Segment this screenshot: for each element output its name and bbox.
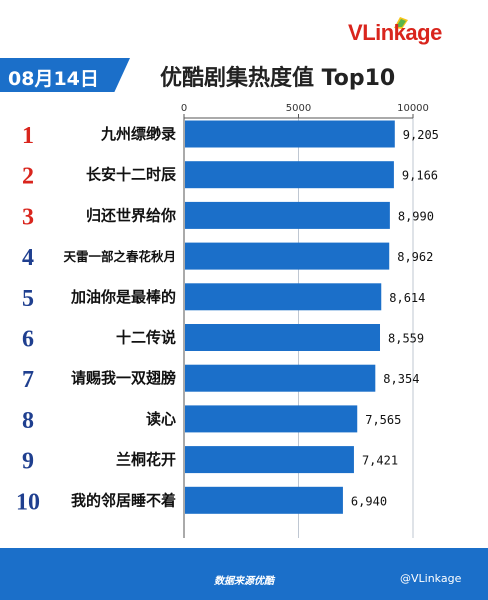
category-label: 读心 [146,410,176,428]
weibo-watermark: @VLinkage [400,572,462,585]
date-badge [0,58,130,92]
bar [185,446,354,474]
bar [185,161,394,189]
logo-rest: Linkage [362,20,442,45]
bar [185,405,358,433]
footer-bar [0,548,488,600]
category-label: 请赐我一双翅膀 [71,369,176,387]
bar [185,364,376,392]
x-tick-label: 5000 [286,103,311,114]
category-label: 我的邻居睡不着 [71,491,176,509]
data-source: 数据来源优酷 [214,576,274,587]
value-label: 9,205 [403,128,439,142]
chart-title: 优酷剧集热度值 Top10 [160,66,396,91]
bar-chart: 0 5000 10000 1 九州缥缈录 9,205 2 长安十二时辰 9,166 3 归还世界给你… [16,103,439,538]
category-label: 归还世界给你 [86,206,176,224]
value-label: 9,166 [402,169,438,183]
logo-v: V [348,20,363,45]
logo-text: VLinkage [348,20,442,46]
category-label: 加油你是最棒的 [70,288,176,306]
value-label: 8,559 [388,332,424,346]
rank-number: 3 [22,204,34,230]
bar [185,486,343,514]
value-label: 7,565 [365,413,401,427]
rank-number: 4 [22,245,34,271]
value-label: 7,421 [362,454,398,468]
vlinkage-logo: VLinkage [348,16,478,50]
rank-number: 5 [22,286,34,312]
bar [185,120,395,148]
rank-number: 2 [22,164,34,190]
bar [185,201,390,229]
category-label: 天雷一部之春花秋月 [63,249,176,264]
rank-number: 10 [16,489,40,515]
x-tick-label: 10000 [397,103,429,114]
value-label: 8,990 [398,209,434,223]
category-label: 兰桐花开 [116,451,176,469]
rank-number: 9 [22,449,34,475]
rank-number: 7 [22,367,34,393]
logo-mark-icon [394,17,408,29]
rank-number: 8 [22,408,34,434]
value-label: 8,962 [397,250,433,264]
bar [185,242,390,270]
date-label: 08月14日 [8,68,99,90]
value-label: 8,354 [383,372,419,386]
category-label: 十二传说 [116,329,176,347]
bar [185,324,381,351]
bar [185,283,382,311]
rank-number: 1 [22,123,34,149]
rank-number: 6 [22,327,34,353]
value-label: 8,614 [389,291,425,305]
x-tick-label: 0 [181,103,187,114]
value-label: 6,940 [351,494,387,508]
category-label: 九州缥缈录 [100,125,176,143]
category-label: 长安十二时辰 [86,166,177,184]
